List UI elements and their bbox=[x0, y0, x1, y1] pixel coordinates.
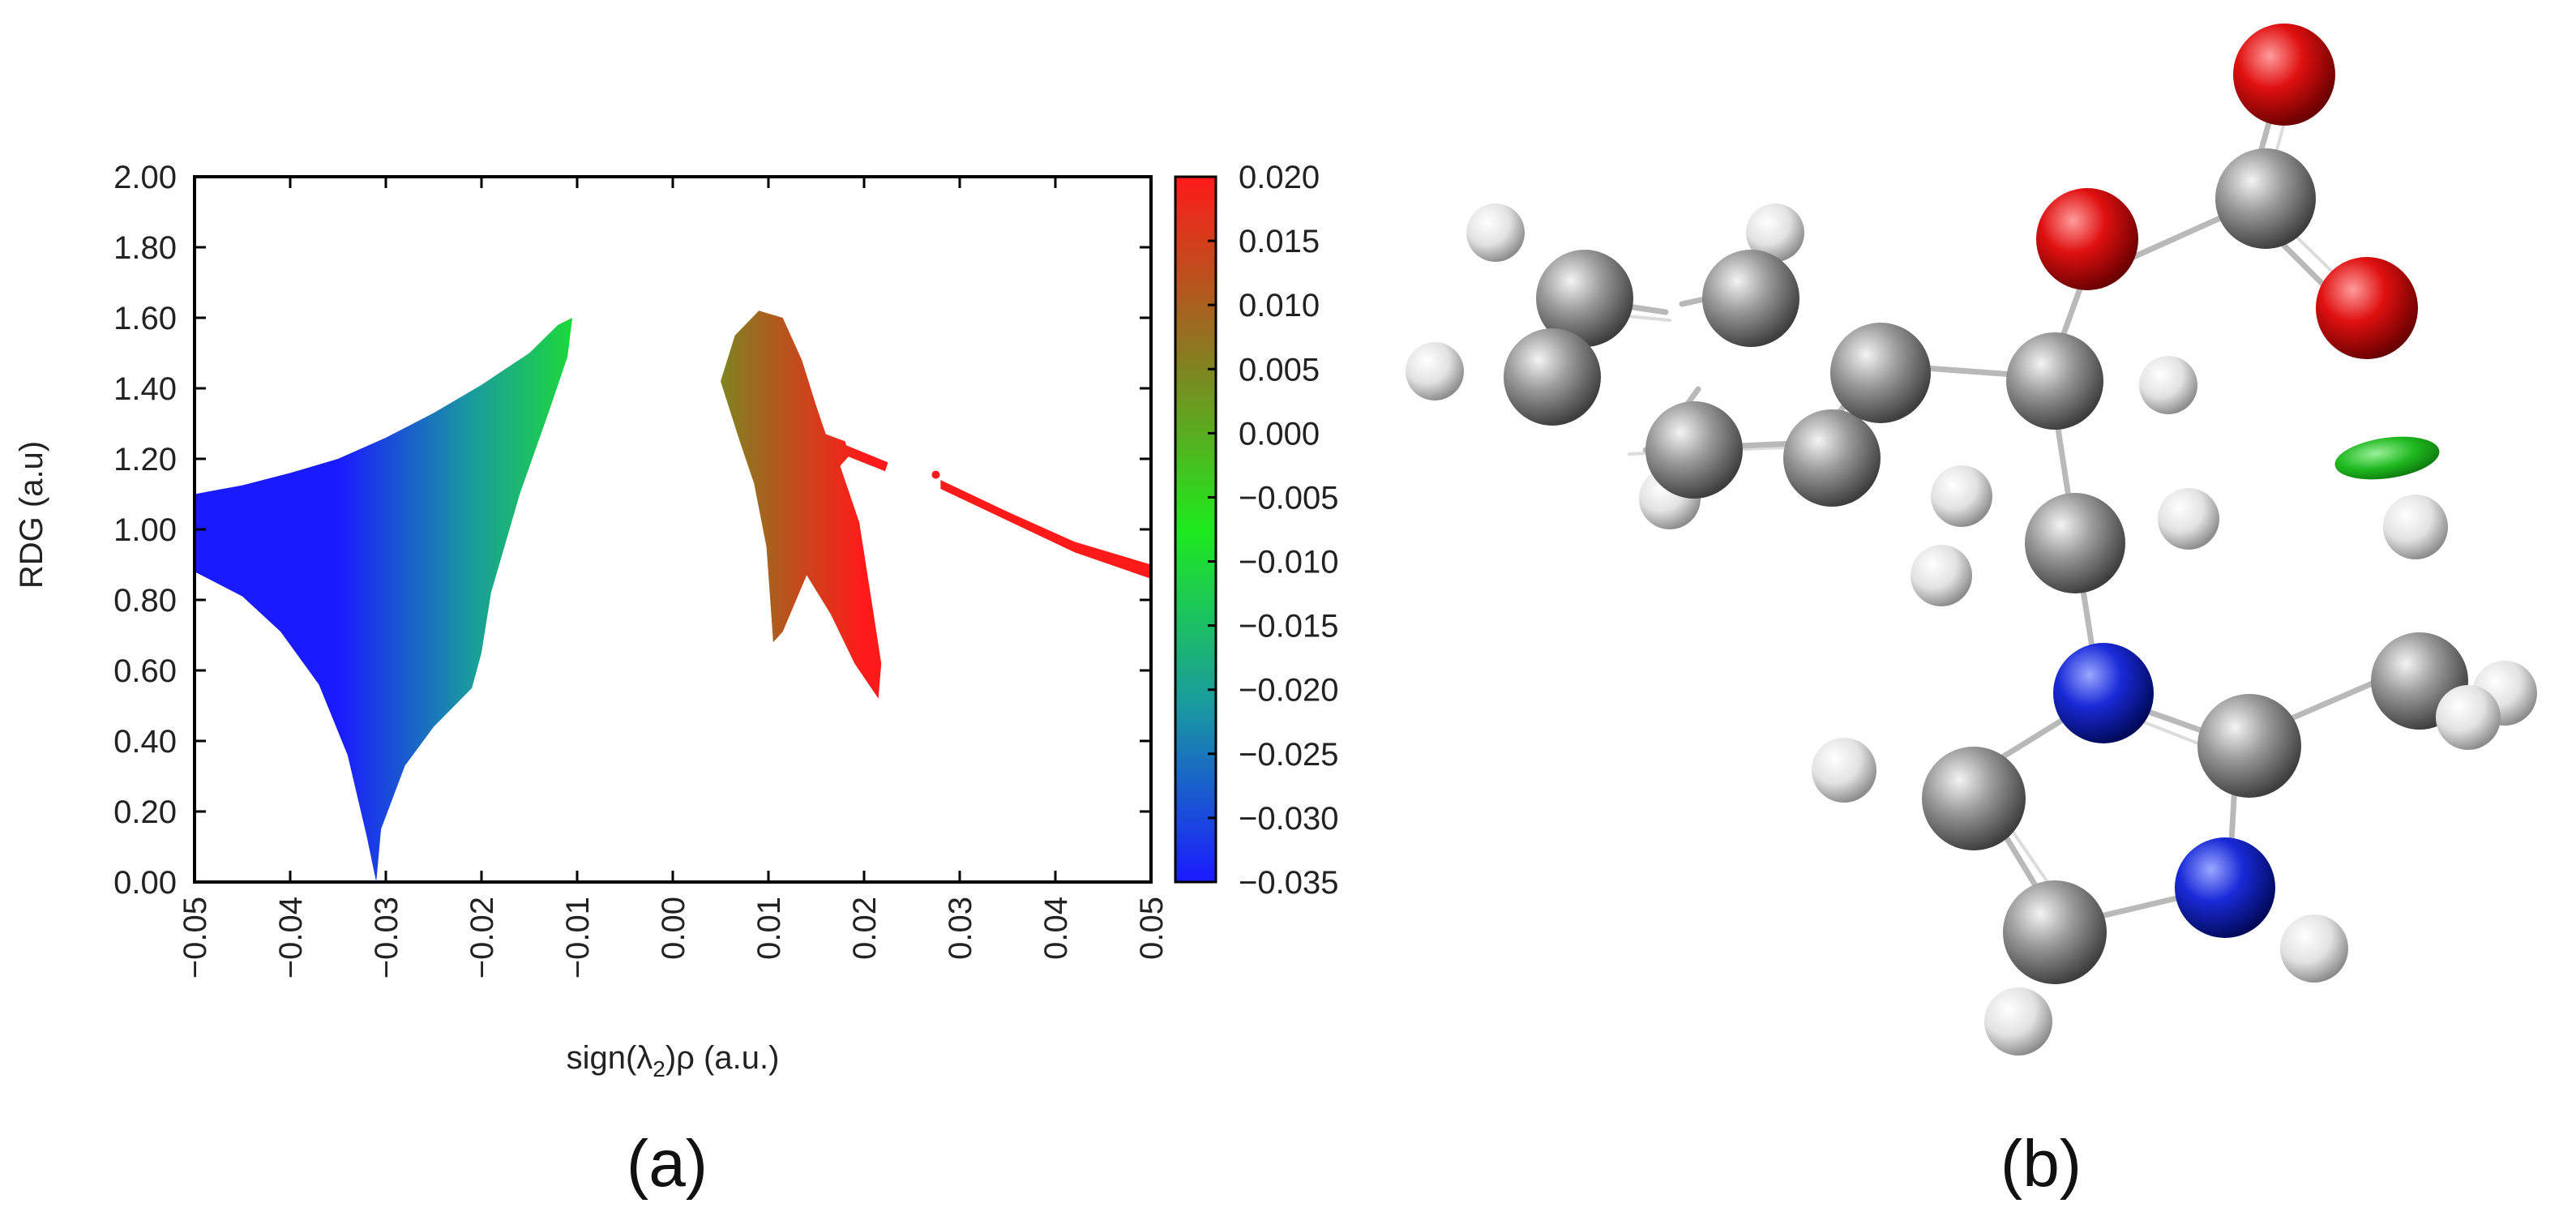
colorbar-tick-label: −0.020 bbox=[1239, 673, 1338, 709]
atom-hydrogen bbox=[2436, 685, 2501, 750]
nci-isosurface bbox=[2334, 436, 2440, 480]
atom-hydrogen bbox=[2139, 356, 2197, 414]
y-tick-label: 0.00 bbox=[113, 865, 177, 901]
data-regions bbox=[195, 310, 1151, 882]
x-tick-label: −0.04 bbox=[273, 897, 309, 978]
colorbar-tick-label: −0.005 bbox=[1239, 480, 1338, 516]
molecule-view: (b) bbox=[1406, 24, 2537, 1201]
panel-label-a: (a) bbox=[627, 1127, 708, 1201]
y-axis-ticks: 0.00 0.20 0.40 0.60 0.80 1.00 1.20 1.40 1.60 1.80… bbox=[113, 160, 1151, 901]
atom-nitrogen bbox=[2175, 837, 2275, 938]
region-tail-end bbox=[940, 480, 1151, 579]
region-attractive-spike bbox=[195, 318, 573, 882]
atom-hydrogen bbox=[1746, 203, 1804, 262]
y-tick-label: 1.40 bbox=[113, 371, 177, 407]
x-tick-label: 0.01 bbox=[751, 897, 787, 960]
atom-carbon bbox=[1504, 328, 1601, 426]
region-point bbox=[931, 470, 940, 479]
atom-carbon bbox=[2025, 493, 2125, 593]
x-tick-label: −0.03 bbox=[369, 897, 404, 978]
atom-carbon bbox=[2197, 694, 2301, 798]
region-tail-bar bbox=[845, 444, 888, 472]
y-tick-label: 0.60 bbox=[113, 653, 177, 689]
x-tick-label: 0.04 bbox=[1038, 897, 1074, 960]
atom-oxygen bbox=[2316, 257, 2418, 359]
x-tick-label: −0.05 bbox=[178, 897, 213, 978]
atom-carbon bbox=[1783, 409, 1881, 507]
colorbar-tick-label: −0.035 bbox=[1239, 865, 1338, 901]
atom-oxygen bbox=[2233, 24, 2335, 126]
colorbar-tick-label: −0.025 bbox=[1239, 737, 1338, 773]
y-tick-label: 1.20 bbox=[113, 442, 177, 477]
atom-hydrogen bbox=[1812, 738, 1876, 803]
atom-carbon bbox=[1922, 747, 2026, 850]
x-tick-label: −0.02 bbox=[464, 897, 500, 978]
y-tick-label: 0.40 bbox=[113, 724, 177, 760]
atom-hydrogen bbox=[1406, 342, 1464, 400]
colorbar-tick-label: −0.010 bbox=[1239, 545, 1338, 580]
y-tick-label: 0.80 bbox=[113, 583, 177, 619]
atom-oxygen bbox=[2036, 188, 2138, 290]
colorbar-tick-label: 0.005 bbox=[1239, 352, 1320, 388]
atom-carbon bbox=[1830, 323, 1931, 423]
x-axis-ticks: −0.05 −0.04 −0.03 −0.02 −0.01 0.00 0.01 0.02 0.0… bbox=[178, 177, 1170, 978]
colorbar-tick-label: 0.020 bbox=[1239, 160, 1320, 195]
atom-hydrogen bbox=[1466, 203, 1525, 262]
atom-carbon bbox=[1645, 401, 1743, 499]
atom-carbon bbox=[1536, 250, 1633, 347]
colorbar-tick-label: −0.030 bbox=[1239, 801, 1338, 837]
y-tick-label: 1.00 bbox=[113, 512, 177, 548]
atom-carbon bbox=[2006, 332, 2103, 430]
rdg-plot: 0.00 0.20 0.40 0.60 0.80 1.00 1.20 1.40 1.60 1.80… bbox=[14, 160, 1338, 1201]
y-axis-label: RDG (a.u) bbox=[14, 441, 49, 589]
y-tick-label: 1.80 bbox=[113, 230, 177, 266]
x-tick-label: −0.01 bbox=[560, 897, 596, 978]
atom-hydrogen bbox=[2158, 488, 2219, 550]
atom-carbon bbox=[2215, 148, 2316, 249]
colorbar-tick-label: 0.015 bbox=[1239, 224, 1320, 259]
colorbar-tick-label: 0.010 bbox=[1239, 288, 1320, 323]
x-tick-label: 0.05 bbox=[1134, 897, 1170, 960]
y-tick-label: 1.60 bbox=[113, 301, 177, 336]
atom-hydrogen bbox=[2383, 495, 2448, 559]
atom-hydrogen bbox=[2280, 914, 2348, 983]
molecule-atoms bbox=[1406, 24, 2537, 1056]
x-tick-label: 0.03 bbox=[943, 897, 978, 960]
atom-nitrogen bbox=[2053, 643, 2154, 743]
atom-hydrogen bbox=[1984, 987, 2052, 1056]
y-tick-label: 0.20 bbox=[113, 794, 177, 830]
x-tick-label: 0.02 bbox=[847, 897, 883, 960]
colorbar-gradient bbox=[1174, 175, 1217, 884]
atom-hydrogen bbox=[1911, 545, 1972, 606]
colorbar-tick-label: −0.015 bbox=[1239, 609, 1338, 644]
atom-hydrogen bbox=[1931, 465, 1992, 527]
atom-carbon bbox=[1702, 250, 1799, 347]
region-steric-spike bbox=[721, 310, 882, 699]
x-tick-label: 0.00 bbox=[656, 897, 691, 960]
colorbar: 0.020 0.015 0.010 0.005 0.000 −0.005 −0.010 −0.… bbox=[1174, 160, 1338, 901]
panel-label-b: (b) bbox=[2000, 1127, 2082, 1201]
y-tick-label: 2.00 bbox=[113, 160, 177, 195]
colorbar-ticks: 0.020 0.015 0.010 0.005 0.000 −0.005 −0.010 −0.… bbox=[1208, 160, 1338, 901]
x-axis-label: sign(λ2)ρ (a.u.) bbox=[567, 1040, 780, 1081]
colorbar-tick-label: 0.000 bbox=[1239, 416, 1320, 452]
atom-carbon bbox=[2003, 880, 2107, 984]
